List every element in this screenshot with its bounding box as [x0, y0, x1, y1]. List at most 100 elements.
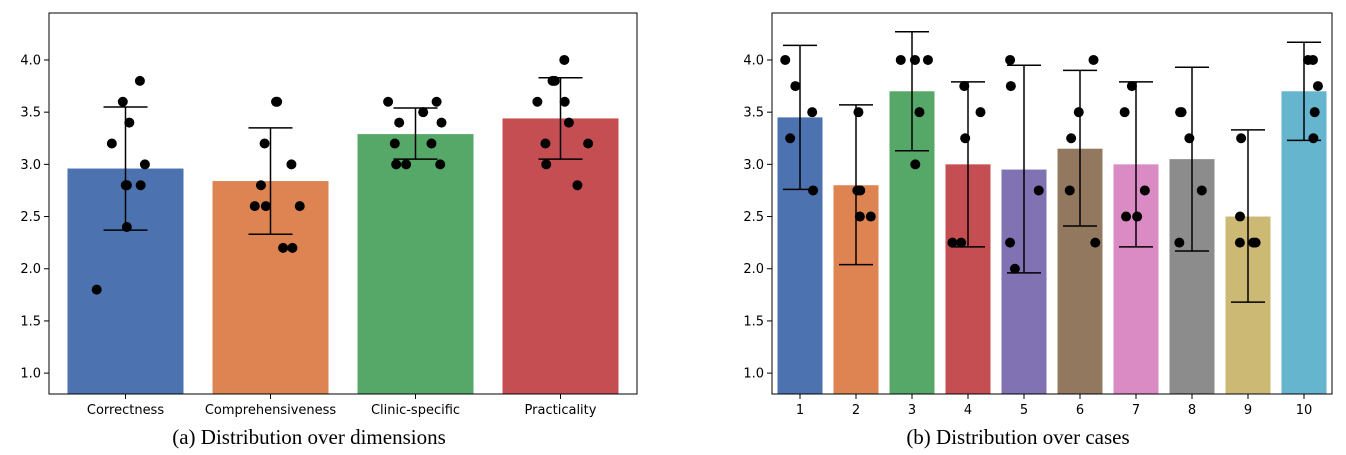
data-point — [790, 81, 801, 92]
data-point — [1309, 107, 1320, 118]
data-point — [260, 201, 271, 212]
data-point — [540, 138, 551, 149]
data-point — [1073, 107, 1084, 118]
data-point — [563, 117, 574, 128]
x-tick-label: 5 — [1020, 403, 1028, 418]
data-point — [435, 159, 446, 170]
data-point — [1184, 133, 1195, 144]
data-point — [389, 138, 400, 149]
data-point — [259, 138, 270, 149]
y-tick-label: 2.0 — [743, 262, 764, 277]
data-point — [135, 180, 146, 191]
data-point — [401, 159, 412, 170]
data-point — [278, 242, 289, 253]
data-point — [1308, 133, 1319, 144]
data-point — [1248, 237, 1259, 248]
data-point — [1176, 107, 1187, 118]
data-point — [975, 107, 986, 118]
chart-panel-a: 1.0 1.5 2.0 2.5 3.0 3.5 4.0 Correctness Comprehe… — [20, 12, 638, 418]
data-point — [383, 96, 394, 107]
y-tick-label: 2.5 — [20, 210, 41, 225]
x-tick-label: Clinic-specific — [371, 403, 460, 418]
data-point — [1064, 185, 1075, 196]
data-point — [286, 159, 297, 170]
data-point — [559, 54, 570, 65]
data-point — [106, 138, 117, 149]
data-point — [1303, 54, 1314, 65]
data-point — [959, 81, 970, 92]
data-point — [431, 96, 442, 107]
bar-case-10 — [1281, 91, 1327, 395]
data-point — [272, 96, 283, 107]
data-point — [541, 159, 552, 170]
x-tick-label: 10 — [1296, 403, 1313, 418]
data-point — [1005, 237, 1016, 248]
data-point — [426, 138, 437, 149]
data-point — [121, 180, 132, 191]
x-tick-label: 6 — [1076, 403, 1084, 418]
y-tick-label: 3.5 — [20, 106, 41, 121]
data-point — [1234, 237, 1245, 248]
data-point — [121, 221, 132, 232]
data-point — [418, 107, 429, 118]
data-point — [583, 138, 594, 149]
data-point — [1236, 133, 1247, 144]
data-point — [1009, 263, 1020, 274]
data-point — [117, 96, 128, 107]
data-point — [394, 117, 405, 128]
data-point — [854, 211, 865, 222]
data-point — [91, 284, 102, 295]
x-tick-label: 9 — [1244, 403, 1252, 418]
data-point — [532, 96, 543, 107]
data-point — [910, 159, 921, 170]
bar-practicality — [502, 118, 619, 394]
data-point — [780, 54, 791, 65]
data-point — [1005, 54, 1016, 65]
data-point — [124, 117, 135, 128]
data-point — [1126, 81, 1137, 92]
data-point — [1090, 237, 1101, 248]
data-point — [287, 242, 298, 253]
y-tick-label: 1.5 — [743, 314, 764, 329]
data-point — [960, 133, 971, 144]
bar-clinic-specific — [357, 134, 474, 394]
y-tick-label: 2.0 — [20, 262, 41, 277]
y-tick-label: 1.0 — [743, 367, 764, 382]
data-point — [134, 75, 145, 86]
caption-a: (a) Distribution over dimensions — [172, 425, 446, 449]
data-point — [914, 107, 925, 118]
data-point — [922, 54, 933, 65]
data-point — [947, 237, 958, 248]
x-tick-label: Practicality — [525, 403, 597, 418]
data-point — [1066, 133, 1077, 144]
data-point — [1005, 81, 1016, 92]
y-tick-label: 3.5 — [743, 106, 764, 121]
y-tick-label: 2.5 — [743, 210, 764, 225]
data-point — [853, 107, 864, 118]
data-point — [895, 54, 906, 65]
data-point — [139, 159, 150, 170]
x-tick-label: 4 — [964, 403, 972, 418]
x-tick-label: Correctness — [87, 403, 164, 418]
x-tick-label: 7 — [1132, 403, 1140, 418]
data-point — [249, 201, 260, 212]
chart-panel-b: 1.0 1.5 2.0 2.5 3.0 3.5 4.0 1 2 3 4 5 6 7 8 9 10 — [743, 12, 1333, 418]
x-tick-label: 3 — [908, 403, 916, 418]
data-point — [294, 201, 305, 212]
x-tick-label: Comprehensiveness — [205, 403, 337, 418]
data-point — [1139, 185, 1150, 196]
x-tick-label: 2 — [852, 403, 860, 418]
data-point — [436, 117, 447, 128]
y-tick-label: 1.5 — [20, 314, 41, 329]
data-point — [559, 96, 570, 107]
y-tick-label: 1.0 — [20, 367, 41, 382]
data-point — [1088, 54, 1099, 65]
data-point — [865, 211, 876, 222]
x-tick-label: 8 — [1188, 403, 1196, 418]
data-point — [1132, 211, 1143, 222]
data-point — [1312, 81, 1323, 92]
data-point — [807, 107, 818, 118]
data-point — [1174, 237, 1185, 248]
data-point — [1235, 211, 1246, 222]
